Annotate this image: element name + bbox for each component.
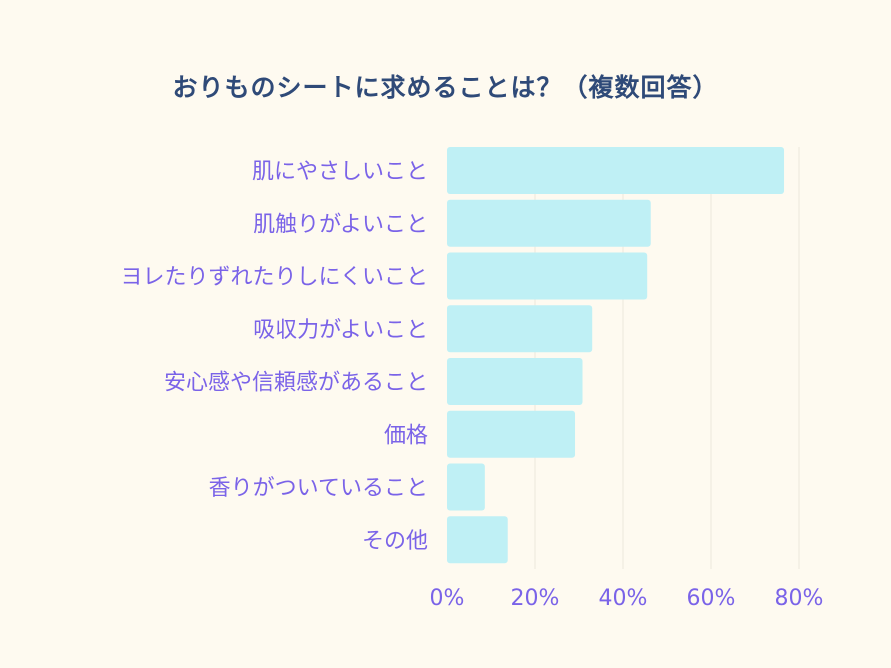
bar (447, 199, 651, 247)
x-tick-label: 20% (511, 586, 560, 611)
category-label: 安心感や信頼感があること (164, 371, 428, 396)
bar (447, 252, 648, 300)
x-tick-label: 60% (687, 586, 736, 611)
x-tick-label: 80% (775, 586, 824, 611)
bar (447, 305, 593, 353)
category-label: 肌にやさしいこと (252, 160, 428, 185)
x-tick-label: 40% (599, 586, 648, 611)
bar (447, 410, 576, 458)
category-label: 吸収力がよいこと (253, 318, 428, 343)
category-label: 肌触りがよいこと (253, 212, 428, 237)
category-label: 香りがついていること (209, 476, 428, 501)
bar (447, 463, 485, 511)
chart-title: おりものシートに求めることは？（複数回答） (172, 73, 719, 102)
bar (447, 147, 785, 194)
x-tick-label: 0% (430, 586, 465, 611)
bar (447, 516, 508, 564)
category-label: その他 (362, 529, 428, 554)
category-label: ヨレたりずれたりしにくいこと (120, 265, 428, 290)
category-label: 価格 (384, 423, 428, 448)
bar (447, 358, 583, 405)
